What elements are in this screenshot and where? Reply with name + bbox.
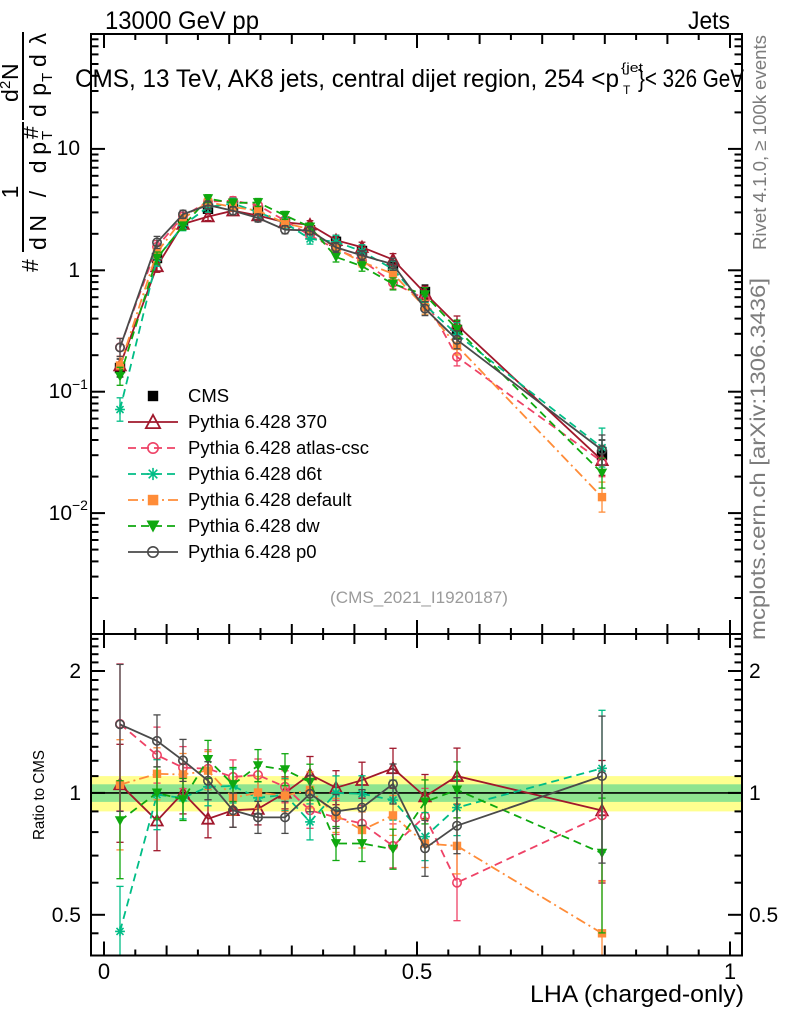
svg-text:Pythia 6.428 default: Pythia 6.428 default bbox=[188, 489, 352, 510]
svg-text:0.5: 0.5 bbox=[52, 904, 81, 927]
svg-text:Pythia 6.428 dw: Pythia 6.428 dw bbox=[188, 515, 320, 536]
svg-text:#: # bbox=[17, 126, 43, 139]
svg-text:2: 2 bbox=[749, 660, 761, 683]
svg-text:(CMS_2021_I1920187): (CMS_2021_I1920187) bbox=[330, 588, 508, 607]
svg-text:1: 1 bbox=[0, 186, 23, 199]
svg-text:10: 10 bbox=[49, 502, 72, 525]
svg-text:1: 1 bbox=[749, 782, 761, 805]
svg-text:0.5: 0.5 bbox=[402, 959, 433, 984]
svg-text:{jet: {jet bbox=[621, 60, 643, 75]
svg-text:Rivet 4.1.0, ≥ 100k events: Rivet 4.1.0, ≥ 100k events bbox=[749, 35, 770, 250]
svg-text:mcplots.cern.ch [arXiv:1306.34: mcplots.cern.ch [arXiv:1306.3436] bbox=[747, 278, 770, 640]
svg-text:−2: −2 bbox=[72, 497, 88, 513]
svg-text:2: 2 bbox=[0, 81, 14, 89]
svg-text:2: 2 bbox=[69, 660, 81, 683]
svg-text:Pythia 6.428 370: Pythia 6.428 370 bbox=[188, 411, 327, 432]
svg-text:Pythia 6.428 p0: Pythia 6.428 p0 bbox=[188, 541, 317, 562]
svg-text:CMS, 13 TeV, AK8 jets, central: CMS, 13 TeV, AK8 jets, central dijet reg… bbox=[75, 65, 619, 93]
svg-text:1: 1 bbox=[724, 959, 736, 984]
svg-text:#: # bbox=[17, 259, 43, 272]
svg-text:13000 GeV pp: 13000 GeV pp bbox=[105, 7, 259, 35]
svg-text:1: 1 bbox=[69, 782, 81, 805]
svg-text:T: T bbox=[623, 83, 631, 97]
svg-text:CMS: CMS bbox=[188, 385, 229, 406]
svg-text:10: 10 bbox=[49, 380, 72, 403]
svg-text:1: 1 bbox=[68, 259, 80, 282]
svg-text:T: T bbox=[39, 73, 56, 82]
svg-text:0.5: 0.5 bbox=[749, 904, 778, 927]
svg-text:}< 326 GeV: }< 326 GeV bbox=[638, 65, 744, 93]
svg-text:d: d bbox=[0, 89, 23, 102]
svg-text:10: 10 bbox=[57, 137, 80, 160]
svg-text:T: T bbox=[39, 131, 56, 140]
svg-text:0: 0 bbox=[98, 959, 110, 984]
svg-text:Ratio to CMS: Ratio to CMS bbox=[31, 750, 48, 840]
svg-text:LHA (charged-only): LHA (charged-only) bbox=[530, 981, 744, 1008]
svg-text:Pythia 6.428 d6t: Pythia 6.428 d6t bbox=[188, 463, 322, 484]
svg-text:Pythia 6.428 atlas-csc: Pythia 6.428 atlas-csc bbox=[188, 437, 369, 458]
svg-text:Jets: Jets bbox=[688, 7, 730, 35]
svg-text:−1: −1 bbox=[72, 376, 88, 392]
svg-text:N: N bbox=[0, 63, 23, 80]
